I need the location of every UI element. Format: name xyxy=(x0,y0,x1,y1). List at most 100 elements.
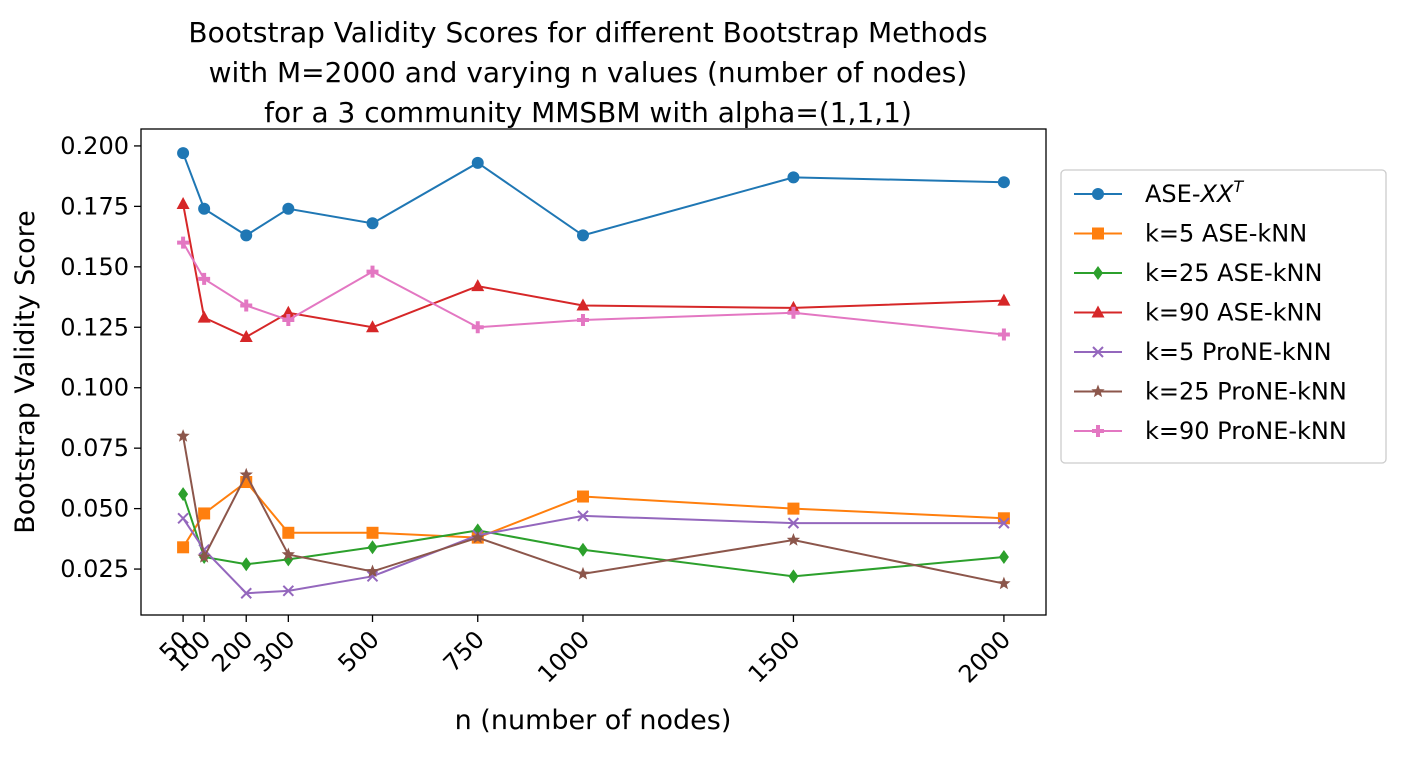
series-line xyxy=(182,493,1005,578)
legend-item: k=90 ASE-kNN xyxy=(1074,299,1322,327)
x-tick-label: 750 xyxy=(438,625,490,677)
legend-item: k=25 ProNE-kNN xyxy=(1074,378,1347,406)
data-point xyxy=(239,467,253,481)
legend-marker xyxy=(1092,425,1104,437)
data-point xyxy=(198,202,211,215)
chart-title: Bootstrap Validity Scores for different … xyxy=(188,16,987,129)
data-point xyxy=(576,566,590,580)
data-point xyxy=(198,507,211,520)
legend-label-math: XX xyxy=(1198,180,1233,208)
series-5 xyxy=(176,429,1011,590)
legend-item: k=5 ASE-kNN xyxy=(1074,220,1307,248)
x-tick-label: 1000 xyxy=(532,625,595,688)
data-point xyxy=(997,176,1010,189)
data-point xyxy=(282,202,295,215)
legend-label: ASE-XXT xyxy=(1145,177,1244,208)
legend-marker xyxy=(1092,188,1104,200)
y-tick-label: 0.150 xyxy=(60,253,129,281)
legend-label: k=5 ProNE-kNN xyxy=(1145,338,1332,366)
y-tick-label: 0.125 xyxy=(60,313,129,341)
series-line xyxy=(182,514,1004,595)
data-point xyxy=(997,293,1011,306)
chart-title-line-2: with M=2000 and varying n values (number… xyxy=(209,56,968,89)
data-point xyxy=(239,329,253,342)
series-6 xyxy=(177,236,1010,341)
x-tick-label: 500 xyxy=(333,625,385,677)
y-axis: 0.025 0.050 0.075 0.100 0.125 0.150 0.175 0.200 xyxy=(60,132,141,583)
data-point xyxy=(366,217,379,230)
data-point xyxy=(366,570,379,583)
data-point xyxy=(198,272,211,285)
data-point xyxy=(198,544,210,556)
data-point xyxy=(997,328,1010,341)
data-point xyxy=(366,265,379,278)
x-tick-label: 300 xyxy=(248,625,300,677)
data-point xyxy=(197,549,211,563)
data-point xyxy=(577,510,589,522)
legend-label-text: ASE- xyxy=(1145,180,1200,208)
data-point xyxy=(787,306,800,319)
data-point xyxy=(997,576,1011,590)
data-point xyxy=(177,512,189,524)
legend-label: k=90 ASE-kNN xyxy=(1145,299,1322,327)
data-point xyxy=(787,517,800,529)
y-tick-label: 0.200 xyxy=(60,132,129,160)
series-1 xyxy=(177,476,1010,554)
series-2 xyxy=(178,487,1009,584)
legend-label: k=5 ASE-kNN xyxy=(1145,220,1307,248)
data-point xyxy=(240,229,253,242)
data-point xyxy=(177,541,190,554)
x-tick-label: 1500 xyxy=(743,625,806,688)
legend-label: k=90 ProNE-kNN xyxy=(1145,417,1347,445)
y-tick-label: 0.075 xyxy=(60,434,129,462)
y-axis-label: Bootstrap Validity Score xyxy=(10,210,41,534)
chart-title-line-3: for a 3 community MMSBM with alpha=(1,1,… xyxy=(264,96,912,129)
data-point xyxy=(471,530,485,544)
data-point xyxy=(577,542,588,557)
legend-item: k=90 ProNE-kNN xyxy=(1074,417,1347,445)
data-point xyxy=(281,547,295,561)
data-point xyxy=(576,314,589,327)
y-tick-label: 0.100 xyxy=(60,374,129,402)
legend-marker xyxy=(1092,227,1104,240)
data-point xyxy=(176,429,190,442)
series-line xyxy=(182,152,1004,237)
data-point xyxy=(471,156,484,169)
series-0 xyxy=(177,147,1010,242)
data-point xyxy=(177,147,190,160)
legend-label: k=25 ProNE-kNN xyxy=(1145,378,1347,406)
data-point xyxy=(576,229,589,242)
data-point xyxy=(576,490,589,503)
chart-title-line-1: Bootstrap Validity Scores for different … xyxy=(188,16,987,49)
legend-marker xyxy=(1092,346,1104,358)
y-tick-label: 0.050 xyxy=(60,495,129,523)
series-line xyxy=(182,480,1004,548)
series-layer xyxy=(176,147,1011,599)
legend-item: k=5 ProNE-kNN xyxy=(1074,338,1332,366)
data-point xyxy=(786,533,801,546)
x-axis-label: n (number of nodes) xyxy=(455,705,732,736)
data-point xyxy=(176,196,190,209)
legend: ASE-XXT k=5 ASE-kNN k=25 ASE-kNN k=90 ASE-k… xyxy=(1060,169,1387,464)
data-point xyxy=(177,236,190,249)
legend-item: k=25 ASE-kNN xyxy=(1074,259,1322,287)
data-point xyxy=(367,540,378,555)
data-point xyxy=(282,526,295,539)
data-point xyxy=(576,298,590,311)
x-tick-label: 200 xyxy=(206,625,258,677)
data-point xyxy=(998,549,1009,564)
data-point xyxy=(471,279,485,292)
data-point xyxy=(366,526,379,539)
series-line xyxy=(182,203,1004,339)
data-point xyxy=(240,299,253,312)
data-point xyxy=(788,569,799,584)
y-tick-label: 0.025 xyxy=(60,555,129,583)
data-point xyxy=(787,171,800,184)
legend-marker xyxy=(1091,305,1105,318)
data-point xyxy=(281,305,295,318)
series-line xyxy=(182,242,1005,336)
data-point xyxy=(282,314,295,327)
data-point xyxy=(366,320,380,333)
